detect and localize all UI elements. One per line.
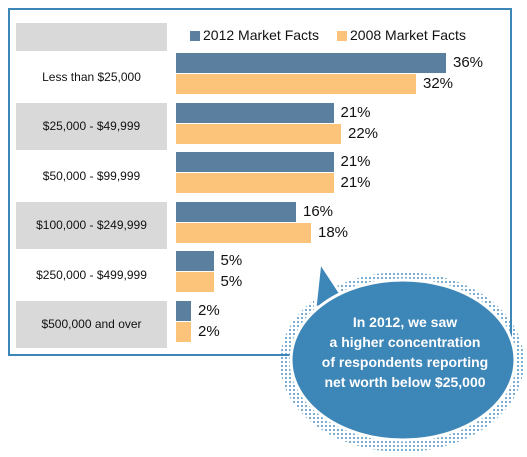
bar-2008 xyxy=(176,272,214,292)
category-label: $50,000 - $99,999 xyxy=(42,168,141,183)
data-label-2008: 21% xyxy=(340,174,371,191)
bar-2008 xyxy=(176,222,311,243)
data-label-2012: 21% xyxy=(340,153,371,170)
category-band xyxy=(16,300,167,348)
category-label: Less than $25,000 xyxy=(42,69,141,84)
bar-2008 xyxy=(176,321,191,342)
bar-2012 xyxy=(176,152,334,172)
data-label-2008: 2% xyxy=(198,322,220,340)
bar-2008 xyxy=(176,123,341,144)
category-band xyxy=(16,201,167,249)
bar-2012 xyxy=(176,300,191,321)
legend-swatch-2012 xyxy=(190,31,200,41)
bar-2012 xyxy=(176,102,334,123)
bar-2008 xyxy=(176,74,416,94)
callout-body xyxy=(289,278,517,442)
data-label-2008: 32% xyxy=(423,75,454,92)
callout-text-line-4: net worth below $25,000 xyxy=(324,374,486,390)
category-label: $25,000 - $49,999 xyxy=(42,119,141,134)
data-label-2012: 2% xyxy=(198,301,220,319)
category-band xyxy=(16,102,167,150)
data-label-2012: 16% xyxy=(303,202,334,220)
data-label-2012: 21% xyxy=(340,103,371,121)
data-label-2008: 22% xyxy=(348,124,379,142)
callout-text-line-2: a higher concentration xyxy=(329,334,481,350)
category-label: $500,000 and over xyxy=(41,317,142,332)
bar-2012 xyxy=(176,53,446,73)
callout-text-line-1: In 2012, we saw xyxy=(352,314,458,330)
legend-label-2008: 2008 Market Facts xyxy=(350,27,466,43)
legend-band xyxy=(16,23,167,51)
data-label-2012: 5% xyxy=(220,252,243,269)
bar-2012 xyxy=(176,251,214,271)
data-label-2012: 36% xyxy=(453,54,484,71)
data-label-2008: 5% xyxy=(220,273,243,290)
category-label: $100,000 - $249,999 xyxy=(36,218,147,233)
category-label: $250,000 - $499,999 xyxy=(36,267,147,282)
bar-2012 xyxy=(176,201,296,222)
legend-label-2012: 2012 Market Facts xyxy=(203,27,319,43)
callout-text-line-3: of respondents reporting xyxy=(321,354,489,370)
bar-2008 xyxy=(176,173,334,193)
data-label-2008: 18% xyxy=(318,223,349,241)
legend-swatch-2008 xyxy=(337,31,347,41)
